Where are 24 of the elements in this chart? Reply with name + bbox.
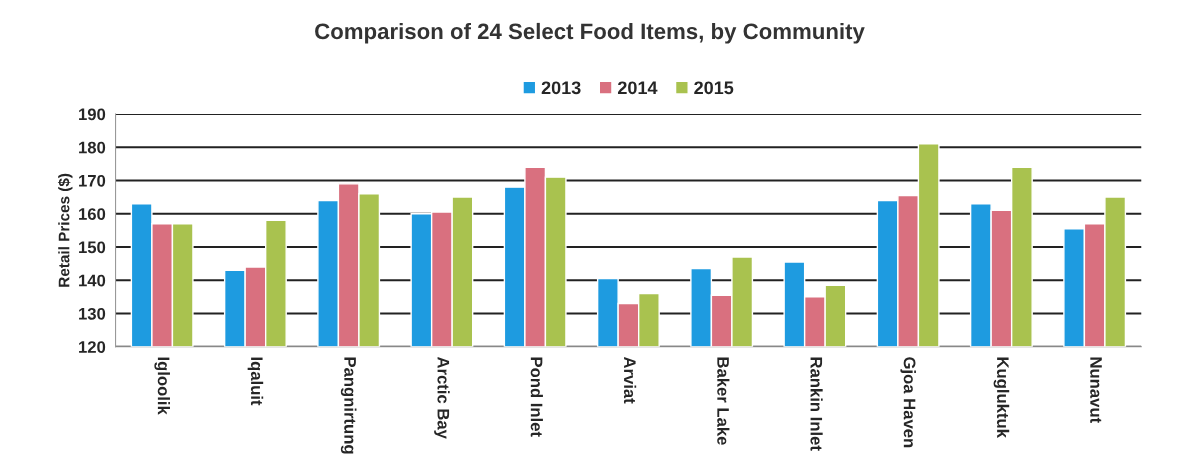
y-axis-title: Retail Prices ($): [57, 173, 73, 287]
y-tick-label: 190: [79, 108, 106, 121]
y-tick-label: 140: [79, 274, 106, 287]
x-tick-label: Arctic Bay: [434, 356, 450, 439]
x-tick-label: Pangnirtung: [340, 357, 357, 454]
legend-label: 2014: [617, 81, 658, 95]
legend-label: 2015: [694, 81, 734, 95]
chart-title: Comparison of 24 Select Food Items, by Community: [315, 22, 865, 44]
x-tick-label: Pond Inlet: [530, 357, 543, 437]
y-tick-label: 170: [79, 174, 106, 187]
x-tick-label: Baker Lake: [717, 357, 730, 445]
x-tick-label: Rankin Inlet: [810, 357, 823, 451]
y-tick-label: 120: [79, 341, 106, 353]
x-tick-label: Iqaluit: [247, 357, 264, 406]
y-tick-label: 150: [79, 241, 106, 254]
y-tick-label: 130: [79, 307, 106, 320]
legend-label: 2013: [541, 81, 581, 95]
x-tick-label: Kugluktuk: [993, 357, 1010, 438]
x-tick-label: Gjoa Haven: [900, 357, 916, 448]
x-tick-label: Igloolik: [154, 357, 170, 415]
x-tick-label: Arviat: [623, 356, 637, 404]
y-tick-label: 180: [79, 141, 106, 154]
x-tick-label: Nunavut: [1090, 357, 1102, 423]
y-tick-label: 160: [79, 208, 106, 220]
